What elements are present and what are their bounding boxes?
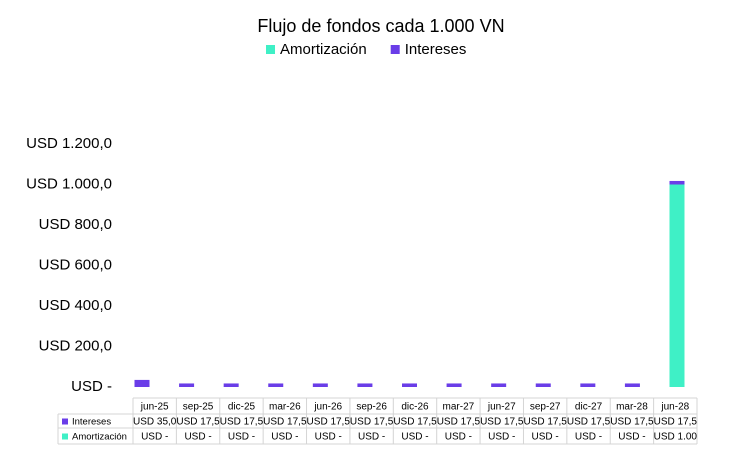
table-cell: USD - <box>575 432 602 443</box>
bar <box>402 383 417 387</box>
table-cell: USD - <box>271 432 298 443</box>
legend-label: Amortización <box>280 41 367 58</box>
bar <box>357 383 373 387</box>
table-cell: USD 35,0 <box>133 417 177 428</box>
y-tick-label: USD 800,0 <box>39 216 112 233</box>
data-table: Intereses USD 35,0 USD 17,5 USD 17,5 USD 17,… <box>57 397 698 445</box>
x-tick-label: jun-27 <box>487 402 516 413</box>
x-tick-label: sep-25 <box>183 402 214 413</box>
table-cell: USD 1.00 <box>654 432 698 443</box>
table-cell: USD 17,5 <box>307 417 351 428</box>
bar <box>134 379 150 387</box>
x-tick-label: jun-28 <box>660 402 689 413</box>
x-tick-label: mar-27 <box>443 402 475 413</box>
table-cell: USD 17,5 <box>654 417 698 428</box>
bar <box>669 180 685 185</box>
x-tick-label: sep-26 <box>356 402 387 413</box>
bar <box>446 383 462 387</box>
table-cell: USD - <box>358 432 385 443</box>
bar <box>580 383 596 387</box>
x-tick-label: mar-26 <box>269 402 301 413</box>
table-cell: USD - <box>184 432 211 443</box>
table-cell: USD 17,5 <box>480 417 524 428</box>
y-tick-label: USD 400,0 <box>39 297 112 314</box>
y-tick-label: USD 1.200,0 <box>26 135 112 152</box>
bar <box>669 184 685 387</box>
x-tick-label: dic-26 <box>401 402 429 413</box>
table-cell: USD - <box>315 432 342 443</box>
table-cell: USD 17,5 <box>263 417 307 428</box>
bar <box>624 383 640 387</box>
table-row-label: Intereses <box>72 417 111 428</box>
table-cell: USD - <box>141 432 168 443</box>
chart-title: Flujo de fondos cada 1.000 VN <box>257 16 504 36</box>
bar <box>223 383 239 387</box>
table-cell: USD 17,5 <box>437 417 481 428</box>
table-cell: USD 17,5 <box>567 417 611 428</box>
table-row-label: Amortización <box>72 432 127 443</box>
table-cell: USD 17,5 <box>220 417 264 428</box>
legend-swatch <box>266 45 275 54</box>
x-tick-label: sep-27 <box>530 402 561 413</box>
table-cell: USD 17,5 <box>393 417 437 428</box>
legend-label: Intereses <box>405 41 467 58</box>
table-cell: USD - <box>401 432 428 443</box>
table-cell: USD - <box>618 432 645 443</box>
y-tick-label: USD 600,0 <box>39 256 112 273</box>
table-cell: USD - <box>445 432 472 443</box>
x-tick-label: jun-25 <box>140 402 169 413</box>
table-cell: USD - <box>488 432 515 443</box>
x-tick-label: dic-25 <box>228 402 256 413</box>
y-tick-label: USD - <box>71 378 112 395</box>
table-cell: USD 17,5 <box>610 417 654 428</box>
y-tick-label: USD 1.000,0 <box>26 175 112 192</box>
table-cell: USD - <box>228 432 255 443</box>
table-cell: USD 17,5 <box>350 417 394 428</box>
x-tick-label: mar-28 <box>616 402 648 413</box>
legend-swatch <box>390 45 400 54</box>
bar <box>312 383 328 387</box>
table-cell: USD 17,5 <box>523 417 567 428</box>
bar <box>268 383 284 387</box>
table-cell: USD - <box>532 432 559 443</box>
bar <box>491 383 507 387</box>
x-tick-label: dic-27 <box>575 402 603 413</box>
y-tick-label: USD 200,0 <box>39 337 112 354</box>
x-tick-label: jun-26 <box>313 402 342 413</box>
table-cell: USD 17,5 <box>176 417 220 428</box>
bar <box>535 383 551 387</box>
bar <box>179 383 195 387</box>
legend-swatch <box>62 418 68 425</box>
legend-swatch <box>62 433 68 440</box>
